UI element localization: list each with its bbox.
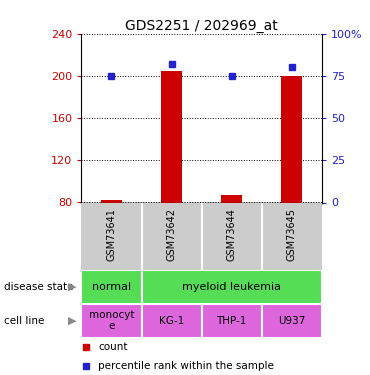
Text: GSM73641: GSM73641 <box>107 209 117 261</box>
Text: GSM73644: GSM73644 <box>227 209 237 261</box>
Bar <box>202 304 262 338</box>
Bar <box>101 200 122 202</box>
Bar <box>81 270 142 304</box>
Text: ▶: ▶ <box>68 316 76 326</box>
Bar <box>221 195 242 202</box>
Bar <box>142 270 322 304</box>
Text: cell line: cell line <box>4 316 44 326</box>
Text: count: count <box>98 342 128 352</box>
Text: THP-1: THP-1 <box>216 316 247 326</box>
Title: GDS2251 / 202969_at: GDS2251 / 202969_at <box>125 19 278 33</box>
Text: GSM73642: GSM73642 <box>166 209 176 261</box>
Text: monocyt
e: monocyt e <box>89 310 134 332</box>
Text: ▶: ▶ <box>68 282 76 292</box>
Bar <box>142 304 202 338</box>
Bar <box>161 70 182 202</box>
Text: percentile rank within the sample: percentile rank within the sample <box>98 361 274 370</box>
Text: U937: U937 <box>278 316 306 326</box>
Bar <box>281 76 302 202</box>
Text: GSM73645: GSM73645 <box>287 209 297 261</box>
Text: KG-1: KG-1 <box>159 316 184 326</box>
Text: myeloid leukemia: myeloid leukemia <box>182 282 281 292</box>
Text: normal: normal <box>92 282 131 292</box>
Bar <box>81 304 142 338</box>
Bar <box>262 304 322 338</box>
Text: disease state: disease state <box>4 282 73 292</box>
